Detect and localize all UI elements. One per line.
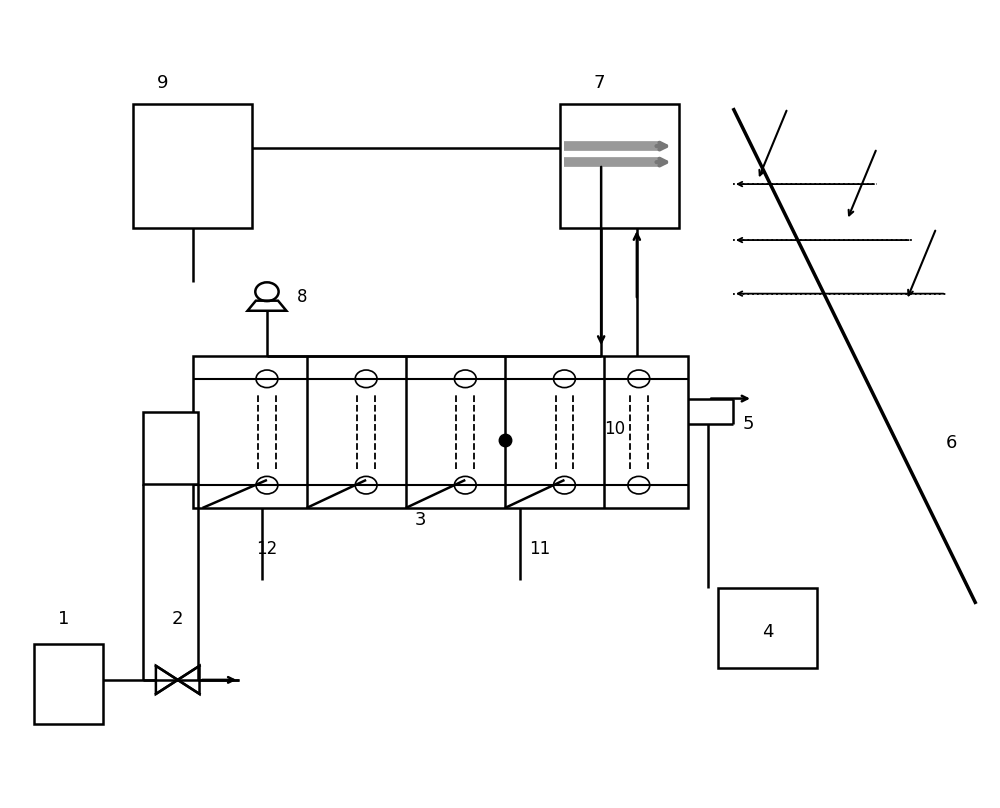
Text: 1: 1	[58, 610, 69, 628]
Text: 6: 6	[946, 434, 957, 452]
Bar	[34, 644, 103, 724]
Bar	[718, 588, 817, 668]
Text: 3: 3	[415, 511, 426, 529]
Text: 2: 2	[172, 610, 183, 628]
Text: 11: 11	[529, 540, 550, 558]
Bar	[193, 356, 688, 508]
Text: 8: 8	[297, 288, 307, 306]
Text: 9: 9	[157, 74, 169, 92]
Text: 7: 7	[593, 74, 605, 92]
Text: 5: 5	[743, 415, 754, 433]
Text: 4: 4	[762, 623, 774, 641]
Bar	[143, 412, 198, 484]
Bar	[560, 104, 679, 228]
Text: 10: 10	[604, 420, 625, 438]
Bar	[133, 104, 252, 228]
Text: 12: 12	[256, 540, 278, 558]
